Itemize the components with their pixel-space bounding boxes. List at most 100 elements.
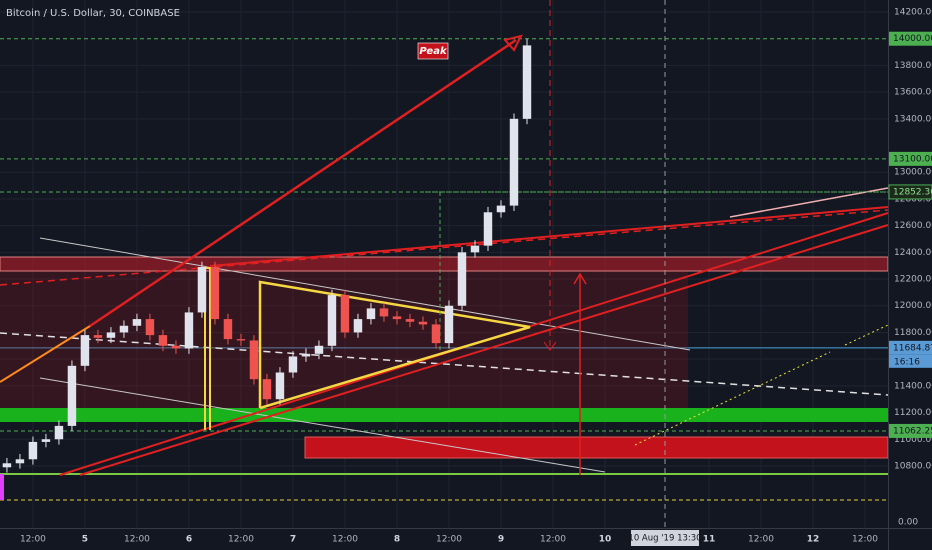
candle-body	[444, 305, 454, 344]
price-label: 13100.00	[893, 154, 932, 164]
candle-body	[392, 316, 402, 320]
trendline	[209, 206, 889, 267]
candle-body	[431, 324, 441, 344]
candle-body	[236, 339, 246, 341]
support-band	[0, 408, 888, 422]
candle-body	[145, 319, 155, 336]
price-label-box	[888, 184, 932, 200]
candle-body	[457, 252, 467, 306]
x-tick-label: 12:00	[540, 535, 566, 545]
x-tick-label: 9	[498, 535, 504, 545]
candle-body	[93, 335, 103, 338]
y-tick-label: 12200.00	[894, 275, 932, 285]
trendline	[39, 377, 606, 473]
resistance-band	[0, 256, 889, 272]
arrowhead	[573, 272, 587, 285]
price-label: 11684.87	[893, 343, 932, 353]
x-tick-label: 6	[186, 535, 192, 545]
candle-body	[249, 340, 259, 380]
y-tick-label: 12600.00	[894, 221, 932, 231]
peak-label-box	[417, 42, 449, 60]
candle-body	[353, 319, 363, 333]
candle-body	[418, 321, 428, 325]
arrowhead	[503, 34, 523, 52]
cursor-time: 10 Aug '19 13:30	[628, 534, 701, 544]
y-tick-label: 11000.00	[894, 435, 932, 445]
x-tick-label: 12:00	[852, 535, 878, 545]
candle-body	[314, 345, 324, 354]
y-tick-label: 10800.00	[894, 461, 932, 471]
candle-body	[67, 365, 77, 426]
x-tick-label: 12	[807, 535, 820, 545]
x-tick-label: 12:00	[332, 535, 358, 545]
candle-body	[301, 353, 311, 357]
forecast	[634, 351, 831, 446]
candle-body	[288, 356, 298, 373]
peak-label: Peak	[419, 46, 448, 57]
trendline	[0, 332, 889, 396]
candle-body	[366, 308, 376, 320]
y-tick-label: 11800.00	[894, 328, 932, 338]
x-tick-label: 12:00	[20, 535, 46, 545]
x-tick-label: 12:00	[124, 535, 150, 545]
x-tick-label: 10	[599, 535, 612, 545]
y-tick-label: 12400.00	[894, 248, 932, 258]
x-tick-label: 5	[82, 535, 88, 545]
trendline	[0, 325, 91, 383]
y-tick-label: 13800.00	[894, 61, 932, 71]
candle-body	[223, 319, 233, 340]
candle-body	[470, 245, 480, 253]
red-zone	[304, 436, 889, 459]
candle-body	[80, 335, 90, 366]
y-tick-label: 12000.00	[894, 301, 932, 311]
trendline	[729, 187, 889, 218]
arrowhead	[543, 341, 557, 351]
x-tick-label: 12:00	[436, 535, 462, 545]
candle-body	[119, 325, 129, 333]
y-tick-label: 11400.00	[894, 381, 932, 391]
price-label-box	[889, 340, 932, 355]
x-tick-label: 8	[394, 535, 400, 545]
candle-body	[483, 212, 493, 246]
candles	[2, 38, 532, 473]
candle-body	[197, 267, 207, 313]
candle-body	[340, 295, 350, 333]
candle-body	[496, 205, 506, 213]
price-label-box	[889, 423, 932, 438]
candle-body	[275, 372, 285, 400]
candle-body	[509, 118, 519, 206]
lower-pane-tick: 0.00	[898, 518, 918, 528]
candle-body	[106, 332, 116, 338]
drawings	[0, 0, 889, 528]
x-tick-label: 12:00	[748, 535, 774, 545]
peak-arrow	[89, 38, 517, 328]
y-tick-label: 13600.00	[894, 88, 932, 98]
x-tick-label: 11	[703, 535, 716, 545]
candle-body	[210, 267, 220, 320]
labels: Bitcoin / U.S. Dollar, 30, COINBASE Peak	[6, 8, 449, 60]
y-tick-label: 13400.00	[894, 114, 932, 124]
candle-body	[15, 459, 25, 464]
candle-body	[184, 312, 194, 349]
price-label: 12852.36	[893, 187, 932, 197]
candle-body	[522, 45, 532, 119]
candle-body	[405, 319, 415, 322]
price-label-box	[889, 151, 932, 166]
price-label: 11062.25	[893, 426, 932, 436]
x-tick-label: 7	[290, 535, 296, 545]
price-label: 14000.00	[893, 34, 932, 44]
chart-title: Bitcoin / U.S. Dollar, 30, COINBASE	[6, 8, 180, 19]
candle-body	[132, 319, 142, 326]
candle-body	[41, 439, 51, 442]
candle-body	[379, 308, 389, 317]
y-tick-label: 14200.00	[894, 8, 932, 18]
marker	[0, 474, 4, 500]
zone	[0, 271, 688, 411]
trendline	[39, 237, 691, 351]
y-tick-label: 11200.00	[894, 408, 932, 418]
axes: 10800.0011000.0011200.0011400.0011600.00…	[20, 8, 932, 546]
candle-body	[28, 441, 38, 460]
triangle	[258, 280, 531, 410]
